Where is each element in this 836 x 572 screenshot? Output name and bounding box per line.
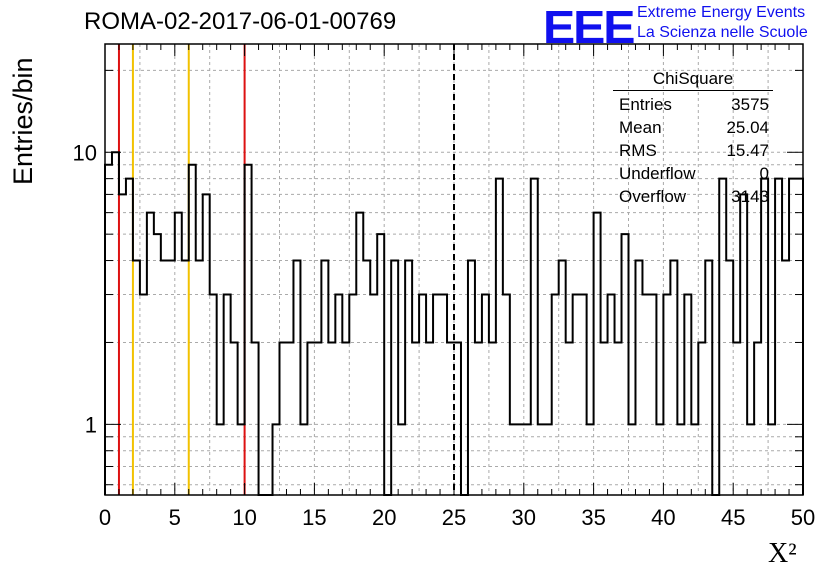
eee-logo-line2: La Scienza nelle Scuole [637, 24, 808, 41]
x-tick-label: 15 [302, 505, 326, 530]
x-tick-label: 35 [581, 505, 605, 530]
x-tick-label: 40 [651, 505, 675, 530]
stats-row-underflow: Underflow 0 [613, 162, 773, 185]
stats-value: 3143 [731, 187, 769, 206]
stats-title: ChiSquare [652, 69, 734, 88]
x-tick-label: 5 [169, 505, 181, 530]
stats-key: Entries [619, 95, 672, 114]
stats-value: 25.04 [726, 118, 769, 137]
y-axis-label: Entries/bin [8, 57, 38, 185]
stats-value: 3575 [731, 95, 769, 114]
y-tick-label: 1 [85, 412, 97, 437]
stats-row-overflow: Overflow 3143 [613, 185, 773, 208]
stats-separator [613, 90, 773, 91]
stats-box: ChiSquare Entries 3575 Mean 25.04 RMS 15… [613, 68, 773, 208]
x-tick-label: 50 [791, 505, 815, 530]
eee-logo-line1: Extreme Energy Events [637, 4, 806, 21]
stats-value: 0 [759, 164, 769, 183]
stats-key: Overflow [619, 187, 687, 206]
stats-value: 15.47 [726, 141, 769, 160]
x-tick-label: 0 [99, 505, 111, 530]
stats-key: Underflow [619, 164, 696, 183]
stats-key: RMS [619, 141, 657, 160]
stats-row-rms: RMS 15.47 [613, 139, 773, 162]
stats-row-entries: Entries 3575 [613, 93, 773, 116]
stats-key: Mean [619, 118, 662, 137]
stats-row-mean: Mean 25.04 [613, 116, 773, 139]
histogram-series [104, 151, 804, 496]
chart-title: ROMA-02-2017-06-01-00769 [84, 8, 397, 35]
x-tick-label: 45 [721, 505, 745, 530]
x-tick-label: 10 [232, 505, 256, 530]
y-tick-label: 10 [73, 140, 97, 165]
eee-logo-mark: EEE [543, 1, 635, 53]
x-tick-label: 25 [442, 505, 466, 530]
x-tick-label: 20 [372, 505, 396, 530]
x-axis-label: X² [768, 538, 797, 569]
x-tick-label: 30 [512, 505, 536, 530]
